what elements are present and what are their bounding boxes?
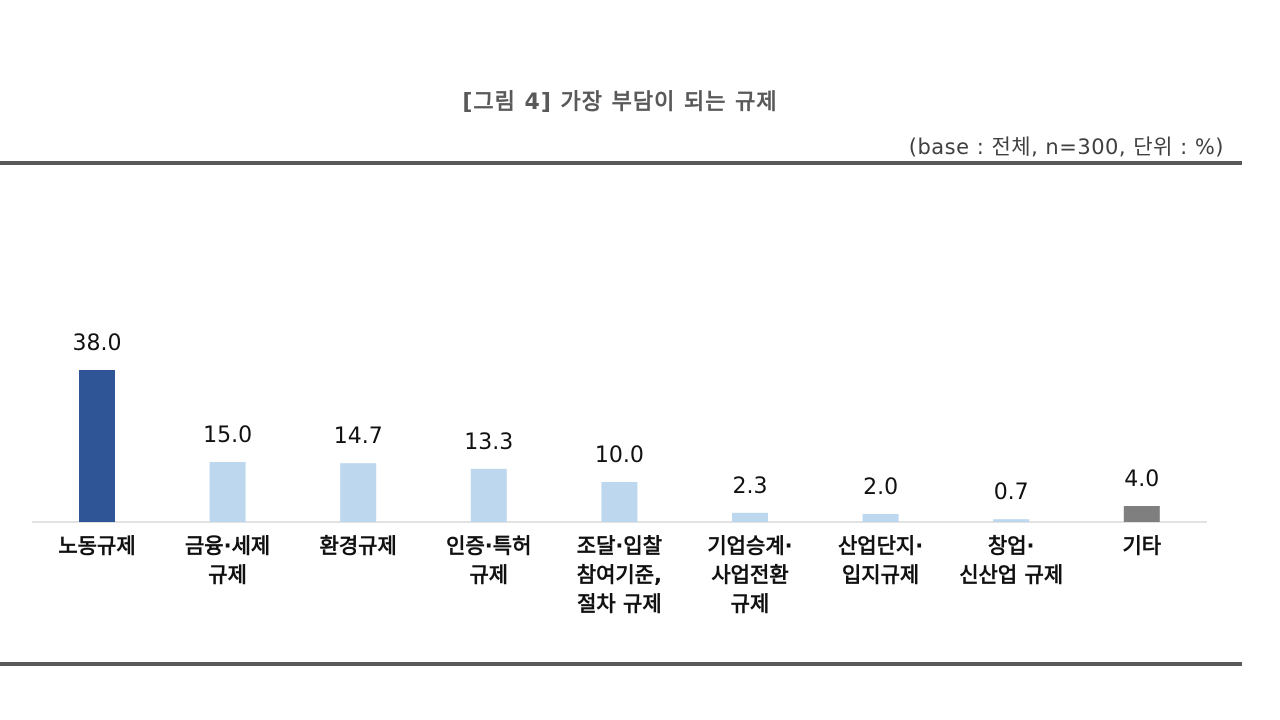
bar-1	[79, 370, 115, 522]
category-label-line: 규제	[469, 563, 508, 587]
top-divider	[0, 161, 1242, 165]
category-label-line: 입지규제	[842, 563, 919, 587]
category-label-line: 기타	[1122, 534, 1161, 558]
bottom-divider	[0, 662, 1242, 666]
category-label-line: 사업전환	[711, 563, 788, 587]
category-label-3: 환경규제	[320, 534, 397, 558]
bar-4	[470, 468, 507, 522]
bar-5	[601, 482, 638, 522]
value-label-6: 2.3	[733, 474, 768, 499]
value-labels-group: 38.0 15.0 14.7 13.3 10.0 2.3 2.0 0.7 4.0	[73, 331, 1160, 505]
category-label-line: 인증·특허	[446, 534, 531, 558]
category-label-line: 기업승계·	[707, 534, 792, 558]
category-label-line: 금융·세제	[185, 534, 270, 558]
chart-base-note: (base : 전체, n=300, 단위 : %)	[908, 135, 1224, 159]
bar-7	[862, 514, 899, 522]
category-label-8: 창업· 신산업 규제	[959, 534, 1063, 587]
chart-title: [그림 4] 가장 부담이 되는 규제	[462, 90, 778, 115]
category-label-line: 산업단지·	[838, 534, 923, 558]
category-label-line: 창업·	[988, 534, 1035, 558]
category-label-1: 노동규제	[58, 534, 135, 558]
category-label-line: 노동규제	[58, 534, 135, 558]
category-label-line: 신산업 규제	[959, 563, 1063, 587]
value-label-3: 14.7	[334, 424, 383, 449]
value-label-9: 4.0	[1124, 467, 1159, 492]
value-label-8: 0.7	[994, 480, 1029, 505]
value-label-1: 38.0	[73, 331, 122, 356]
category-label-line: 환경규제	[320, 534, 397, 558]
category-label-line: 규제	[731, 592, 770, 616]
value-label-2: 15.0	[203, 423, 252, 448]
value-label-4: 13.3	[464, 430, 513, 455]
bar-3	[340, 463, 377, 522]
value-label-7: 2.0	[863, 475, 898, 500]
bar-9	[1123, 506, 1160, 522]
category-label-line: 참여기준,	[577, 563, 662, 587]
category-label-9: 기타	[1122, 534, 1161, 558]
bar-6	[732, 512, 768, 522]
bar-8	[993, 519, 1030, 522]
bar-2	[209, 462, 246, 522]
category-label-line: 절차 규제	[577, 592, 662, 616]
category-label-7: 산업단지· 입지규제	[838, 534, 923, 587]
category-label-line: 조달·입찰	[577, 534, 662, 558]
value-label-5: 10.0	[595, 443, 644, 468]
bars-group	[79, 370, 1160, 522]
category-label-line: 규제	[208, 563, 247, 587]
